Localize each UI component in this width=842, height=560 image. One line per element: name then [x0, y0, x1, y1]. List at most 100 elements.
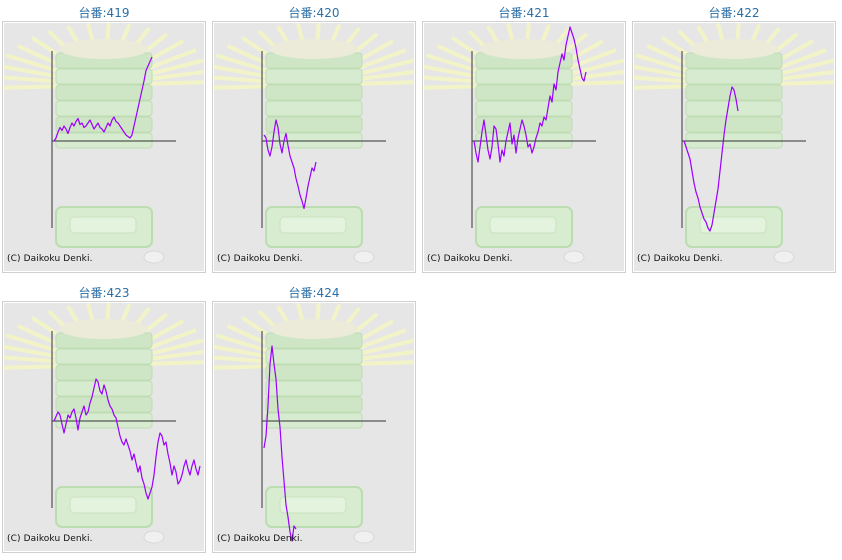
decor-ray [424, 75, 487, 85]
decor-ray [214, 75, 277, 85]
decor-tray-inner [279, 216, 347, 234]
data-series-line [263, 119, 317, 210]
decor-box [55, 84, 153, 101]
chart-title: 台番:424 [288, 286, 340, 300]
copyright-label: (C) Daikoku Denki. [637, 254, 723, 264]
decor-box [55, 380, 153, 397]
decor-box [265, 380, 363, 397]
decor-ray [141, 360, 204, 366]
decor-ray [634, 64, 699, 81]
copyright-label: (C) Daikoku Denki. [7, 534, 93, 544]
decor-box [685, 100, 783, 117]
line-chart-svg [424, 23, 624, 271]
decor-coin [143, 530, 165, 544]
decor-ray [4, 355, 67, 365]
decor-ray [4, 344, 69, 361]
copyright-label: (C) Daikoku Denki. [217, 254, 303, 264]
line-chart-svg [214, 303, 414, 551]
decor-ray [214, 64, 279, 81]
decor-box [265, 396, 363, 413]
decor-ray [350, 69, 414, 82]
chart-panel: (C) Daikoku Denki. [422, 21, 626, 273]
line-chart-svg [634, 23, 834, 271]
data-series-line [53, 56, 153, 142]
decor-ray [424, 84, 487, 90]
data-series-line [263, 345, 297, 542]
line-chart-svg [214, 23, 414, 271]
decor-ray [214, 84, 277, 90]
decor-ray [4, 364, 67, 370]
decor-coin [353, 250, 375, 264]
decor-ray [771, 80, 834, 86]
decor-ray [214, 364, 277, 370]
decor-box [265, 116, 363, 133]
decor-box [265, 364, 363, 381]
chart-title: 台番:422 [708, 6, 760, 20]
decor-ray [140, 349, 204, 362]
decor-ray [351, 360, 414, 366]
decor-ray [634, 84, 697, 90]
decor-tray-inner [489, 216, 557, 234]
data-series-line [683, 86, 739, 232]
decor-box [265, 68, 363, 85]
decor-ray [214, 355, 277, 365]
decor-box [265, 348, 363, 365]
decor-ray [634, 75, 697, 85]
copyright-label: (C) Daikoku Denki. [427, 254, 513, 264]
decor-ray [140, 69, 204, 82]
decor-ray [424, 64, 489, 81]
decor-box [685, 68, 783, 85]
decor-box [55, 396, 153, 413]
decor-tray-inner [69, 216, 137, 234]
decor-ray [4, 75, 67, 85]
decor-top [270, 319, 358, 339]
decor-top [60, 319, 148, 339]
decor-box [55, 100, 153, 117]
decor-tray-inner [69, 496, 137, 514]
decor-ray [214, 344, 279, 361]
decor-box [475, 84, 573, 101]
decor-coin [773, 250, 795, 264]
chart-title: 台番:423 [78, 286, 130, 300]
decor-ray [560, 69, 624, 82]
decor-tray-inner [279, 496, 347, 514]
line-chart-svg [4, 303, 204, 551]
decor-ray [4, 64, 69, 81]
decor-box [475, 68, 573, 85]
decor-ray [561, 80, 624, 86]
decor-box [265, 100, 363, 117]
decor-ray [770, 69, 834, 82]
data-series-line [473, 26, 587, 163]
decor-ray [351, 80, 414, 86]
decor-tray-inner [699, 216, 767, 234]
chart-panel: (C) Daikoku Denki. [212, 301, 416, 553]
decor-ray [4, 84, 67, 90]
line-chart-svg [4, 23, 204, 271]
data-series-line [53, 378, 201, 500]
copyright-label: (C) Daikoku Denki. [7, 254, 93, 264]
decor-coin [143, 250, 165, 264]
decor-ray [350, 349, 414, 362]
chart-title: 台番:419 [78, 6, 130, 20]
decor-box [265, 84, 363, 101]
decor-box [685, 116, 783, 133]
chart-title: 台番:421 [498, 6, 550, 20]
copyright-label: (C) Daikoku Denki. [217, 534, 303, 544]
chart-panel: (C) Daikoku Denki. [2, 21, 206, 273]
decor-top [60, 39, 148, 59]
decor-top [270, 39, 358, 59]
decor-box [55, 348, 153, 365]
decor-box [475, 100, 573, 117]
chart-title: 台番:420 [288, 6, 340, 20]
decor-top [480, 39, 568, 59]
decor-coin [353, 530, 375, 544]
decor-top [690, 39, 778, 59]
chart-panel: (C) Daikoku Denki. [2, 301, 206, 553]
decor-box [55, 68, 153, 85]
chart-panel: (C) Daikoku Denki. [632, 21, 836, 273]
decor-coin [563, 250, 585, 264]
chart-panel: (C) Daikoku Denki. [212, 21, 416, 273]
decor-ray [141, 80, 204, 86]
decor-box [55, 364, 153, 381]
decor-box [55, 116, 153, 133]
